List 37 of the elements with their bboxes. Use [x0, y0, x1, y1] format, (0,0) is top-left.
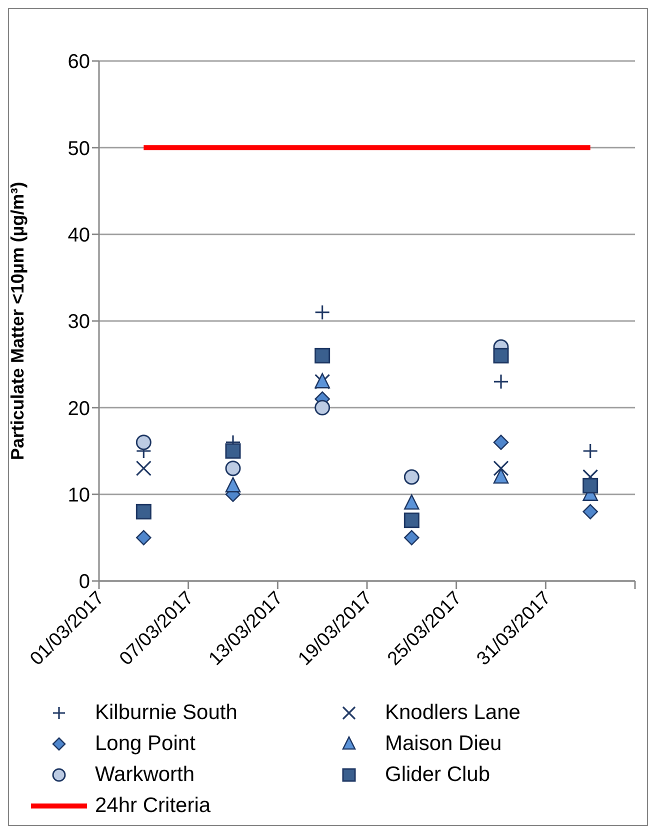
point [136, 530, 152, 546]
legend-label: Long Point [95, 732, 196, 756]
y-tick-label: 20 [68, 398, 90, 420]
y-tick-label: 40 [68, 224, 90, 246]
legend-label: Knodlers Lane [385, 700, 520, 724]
point [136, 460, 152, 476]
y-tick-label: 0 [78, 571, 90, 594]
point [225, 443, 241, 459]
legend-label: Maison Dieu [385, 732, 502, 756]
point [314, 304, 330, 320]
legend-label: 24hr Criteria [95, 794, 211, 818]
point [493, 468, 509, 484]
y-axis-title: Particulate Matter <10µm (µg/m³) [7, 182, 28, 460]
point [136, 434, 152, 450]
y-tick-label: 30 [68, 311, 90, 334]
point [225, 477, 241, 492]
y-tick-label: 10 [68, 484, 90, 506]
point [314, 348, 330, 364]
y-tick-label: 50 [68, 138, 90, 160]
point [404, 530, 420, 546]
point [493, 348, 509, 364]
point [493, 460, 509, 476]
point [582, 478, 598, 494]
point [314, 400, 330, 416]
point [582, 443, 598, 459]
legend-label: Glider Club [385, 762, 490, 786]
point [582, 504, 598, 520]
legend-label: Kilburnie South [95, 700, 238, 724]
point [136, 504, 152, 520]
point [225, 460, 241, 476]
point [404, 494, 420, 510]
legend-label: Warkworth [95, 762, 195, 786]
point [493, 374, 509, 390]
y-tick-label: 60 [68, 51, 90, 74]
point [404, 469, 420, 485]
point [404, 512, 420, 528]
point [493, 434, 509, 450]
